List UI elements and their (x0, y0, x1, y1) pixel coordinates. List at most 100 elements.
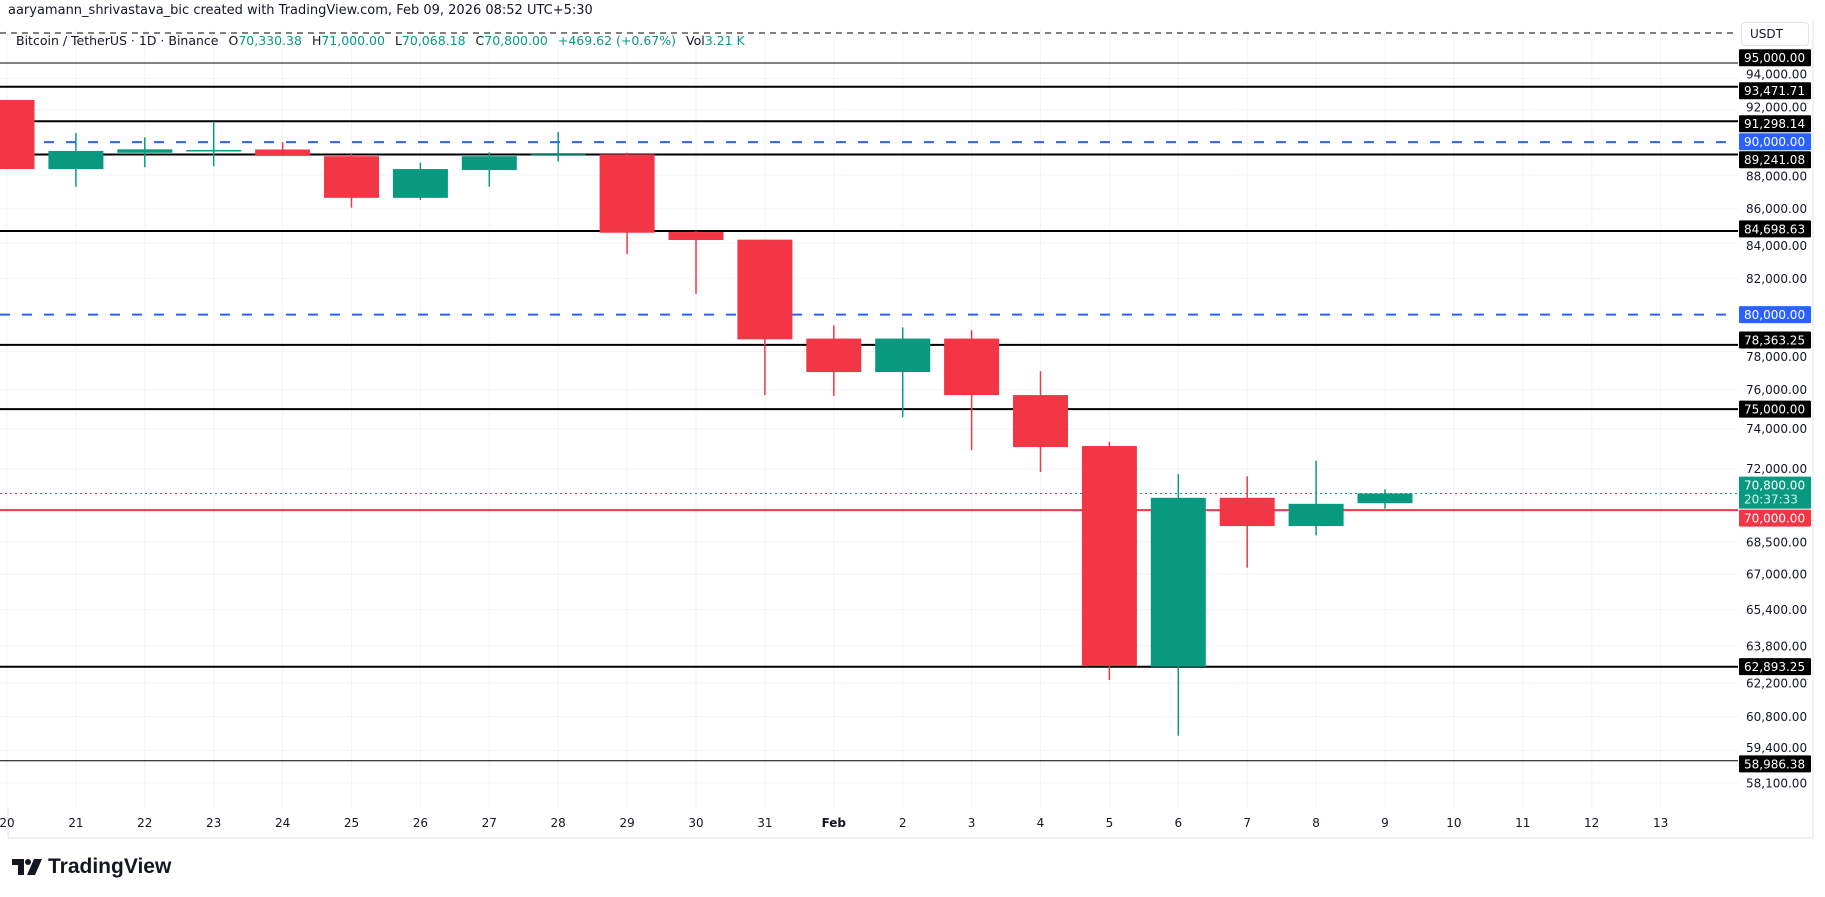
candle (117, 137, 173, 168)
candle (1219, 476, 1275, 568)
time-tick-label: 23 (206, 816, 221, 830)
candle-body (737, 239, 793, 340)
volume-label: Vol (685, 33, 705, 48)
candle (530, 131, 586, 162)
candle (48, 133, 104, 187)
price-tick-label: 74,000.00 (1746, 422, 1807, 436)
level-price-badge: 95,000.00 (1739, 49, 1811, 67)
level-price-badge-bg (1739, 133, 1811, 151)
price-tick-label: 63,800.00 (1746, 639, 1807, 653)
candle-body (1150, 497, 1206, 667)
currency-button[interactable]: USDT (1741, 22, 1809, 46)
level-price-badge: 89,241.08 (1739, 151, 1811, 169)
low-number: 70,068.18 (401, 33, 466, 48)
price-tick-label: 60,800.00 (1746, 710, 1807, 724)
level-price-badge-bg (1739, 755, 1811, 773)
last-price-text: 70,800.00 (1744, 479, 1805, 493)
candle-body (806, 338, 862, 373)
time-tick-label: 4 (1037, 816, 1045, 830)
candle (255, 142, 311, 157)
candle-body (1219, 497, 1275, 527)
price-tick-label: 67,000.00 (1746, 568, 1807, 582)
price-tick-label: 86,000.00 (1746, 202, 1807, 216)
price-tick-label: 59,400.00 (1746, 741, 1807, 755)
price-tick-label: 78,000.00 (1746, 350, 1807, 364)
countdown-text: 20:37:33 (1744, 493, 1798, 507)
logo-text: TradingView (48, 855, 172, 878)
open-label: O (228, 33, 239, 48)
price-tick-label: 88,000.00 (1746, 170, 1807, 184)
candle-body (324, 156, 379, 198)
time-tick-label: 8 (1312, 816, 1320, 830)
candle (668, 231, 724, 294)
volume-value: Vol3.21 K (686, 33, 745, 48)
candle-body (1081, 446, 1137, 666)
time-tick-label: 22 (137, 816, 152, 830)
candle (806, 325, 862, 396)
candle-body (186, 149, 242, 152)
price-tick-label: 82,000.00 (1746, 272, 1807, 286)
level-price-badge-text: 80,000.00 (1744, 308, 1805, 322)
level-price-badge-bg (1739, 306, 1811, 324)
tradingview-logo-icon (12, 859, 42, 875)
candle-body (0, 99, 35, 170)
level-price-badge-text: 75,000.00 (1744, 403, 1805, 417)
price-tick-label: 65,400.00 (1746, 603, 1807, 617)
price-tick-label: 76,000.00 (1746, 383, 1807, 397)
candle (944, 330, 1000, 451)
attribution-text: aaryamann_shrivastava_bic created with T… (8, 3, 593, 18)
time-tick-label: 6 (1174, 816, 1182, 830)
time-tick-label: Feb (822, 816, 847, 830)
candle-body (1013, 395, 1068, 448)
level-price-badge: 70,000.00 (1739, 509, 1811, 527)
level-price-badge: 75,000.00 (1739, 400, 1811, 418)
level-price-badge-bg (1739, 658, 1811, 676)
candle-body (48, 150, 104, 170)
level-price-badge-text: 89,241.08 (1744, 153, 1805, 167)
level-price-badge: 84,698.63 (1739, 220, 1811, 238)
time-tick-label: 26 (413, 816, 428, 830)
time-tick-label: 9 (1381, 816, 1389, 830)
price-tick-label: 58,100.00 (1746, 776, 1807, 790)
time-tick-label: 31 (757, 816, 772, 830)
price-tick-label: 68,500.00 (1746, 535, 1807, 549)
candle-body (599, 154, 655, 233)
candle (461, 152, 517, 187)
level-price-badge-bg (1739, 49, 1811, 67)
level-price-badge-text: 91,298.14 (1744, 117, 1805, 131)
symbol-title[interactable]: Bitcoin / TetherUS · 1D · Binance (16, 33, 219, 48)
time-tick-label: 30 (688, 816, 703, 830)
close-label: C (475, 33, 485, 48)
low-label: L (394, 33, 402, 48)
level-price-badge-bg (1739, 220, 1811, 238)
volume-number: 3.21 K (704, 33, 745, 48)
level-price-badge-text: 70,000.00 (1744, 512, 1805, 526)
last-price-badge-bg (1739, 476, 1811, 509)
high-number: 71,000.00 (321, 33, 385, 48)
level-price-badge: 91,298.14 (1739, 115, 1811, 133)
candle (1288, 460, 1344, 536)
candle-body (875, 338, 931, 373)
candle (875, 327, 931, 418)
time-tick-label: 25 (344, 816, 359, 830)
level-price-badge: 62,893.25 (1739, 658, 1811, 676)
low-value: L70,068.18 (395, 33, 466, 48)
price-tick-label: 72,000.00 (1746, 462, 1807, 476)
candle (186, 121, 242, 167)
level-price-badge: 78,363.25 (1739, 331, 1811, 349)
level-price-badge-text: 84,698.63 (1744, 222, 1805, 236)
level-price-badge-bg (1739, 509, 1811, 527)
candle (392, 162, 448, 200)
symbol-legend: Bitcoin / TetherUS · 1D · Binance O70,33… (16, 33, 751, 48)
candle-body (1288, 503, 1344, 527)
level-price-badge-text: 62,893.25 (1744, 660, 1805, 674)
time-tick-label: 13 (1653, 816, 1668, 830)
level-price-badge-text: 93,471.71 (1744, 84, 1805, 98)
candle (0, 99, 35, 170)
tradingview-logo[interactable]: TradingView (12, 855, 171, 879)
level-price-badge-text: 90,000.00 (1744, 135, 1805, 149)
level-price-badge-text: 58,986.38 (1744, 757, 1805, 771)
chart-pane (0, 30, 1738, 808)
candle (1357, 489, 1413, 509)
